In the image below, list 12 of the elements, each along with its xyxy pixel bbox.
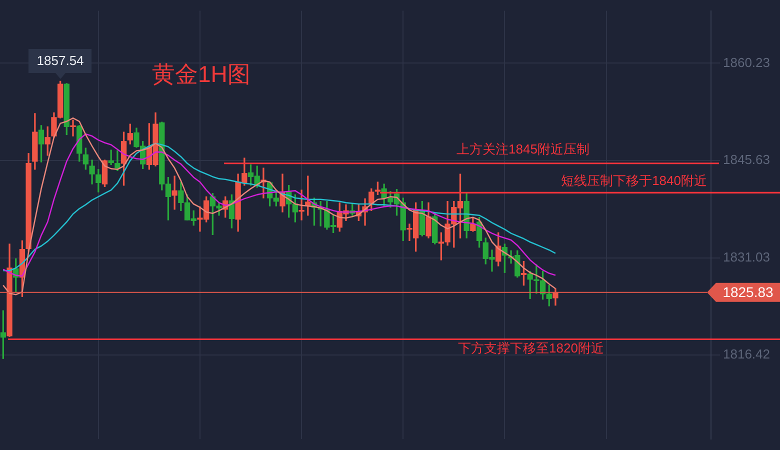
annotation: 1857.54 <box>28 49 92 74</box>
y-tick-label: 1860.23 <box>723 54 770 70</box>
y-tick-label: 1816.42 <box>723 346 770 362</box>
candlestick <box>70 120 76 136</box>
text: 黄金1H图 <box>152 60 250 88</box>
ref-line-label: 下方支撑下移至1820附近 <box>458 340 604 356</box>
ref-line-label: 短线压制下移于1840附近 <box>561 172 707 188</box>
candlestick <box>172 176 178 210</box>
ref-line-label: 1825.83 <box>722 284 774 300</box>
y-tick-label: 1831.03 <box>723 249 770 264</box>
ref-line-label: 上方关注1845附近压制 <box>456 141 590 156</box>
y-tick-label: 1845.63 <box>723 152 770 168</box>
